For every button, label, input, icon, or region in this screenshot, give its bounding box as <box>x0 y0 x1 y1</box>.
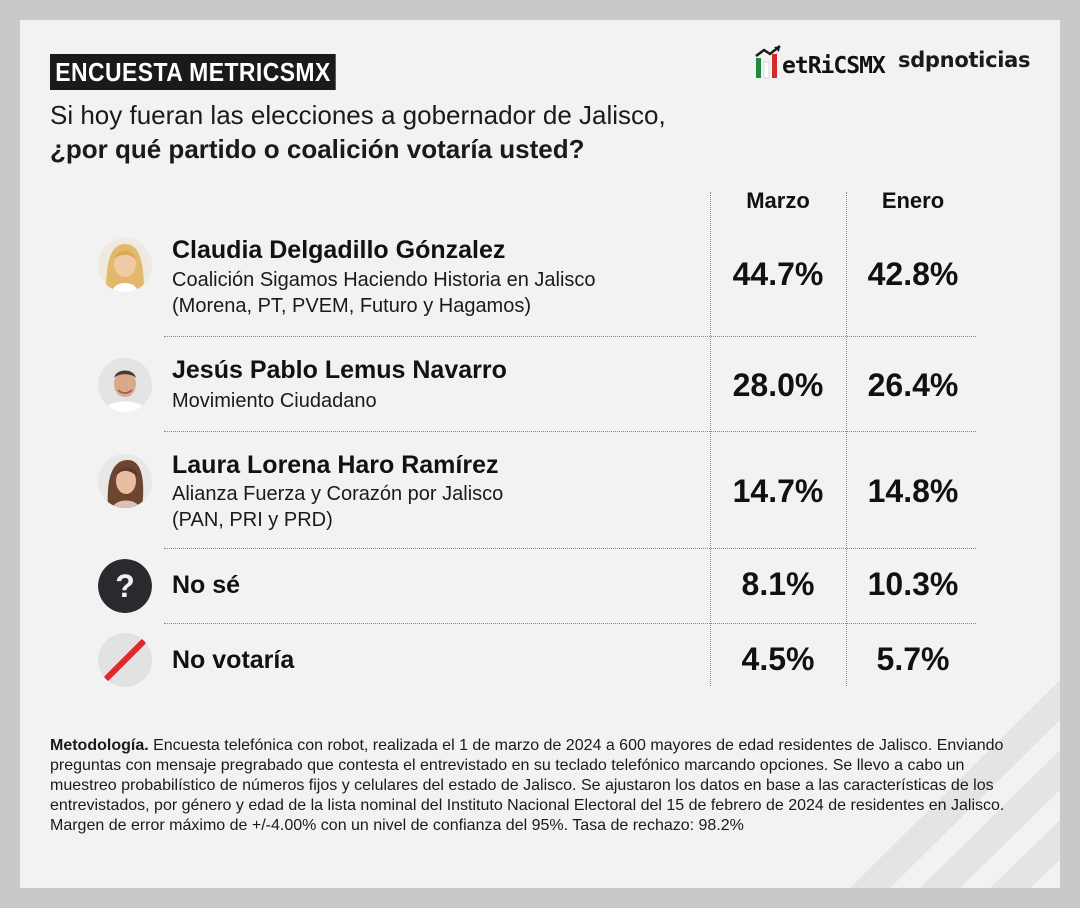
slash-icon <box>98 633 152 687</box>
candidate-parties: (PAN, PRI y PRD) <box>172 509 333 531</box>
value-marzo: 28.0% <box>732 367 824 403</box>
value-enero: 5.7% <box>876 641 950 677</box>
candidate-party: Movimiento Ciudadano <box>172 390 377 412</box>
metricsmx-logo-text: etRiCSMX <box>782 53 886 79</box>
option-name: No sé <box>172 571 241 599</box>
background-stripes <box>850 680 1060 888</box>
methodology-label: Metodología. <box>50 737 149 754</box>
column-divider <box>710 192 711 686</box>
value-marzo: 14.7% <box>732 473 824 509</box>
sdpnoticias-logo: sdpnoticias <box>898 48 1031 72</box>
column-divider <box>846 192 847 686</box>
candidate-name: Claudia Delgadillo Gónzalez <box>172 236 506 264</box>
survey-badge: ENCUESTA METRICSMX <box>50 54 336 90</box>
candidate-name: Laura Lorena Haro Ramírez <box>172 451 499 479</box>
candidate-name: Jesús Pablo Lemus Navarro <box>172 356 507 384</box>
question-icon: ? <box>98 559 152 613</box>
methodology-text: Metodología. Encuesta telefónica con rob… <box>50 736 1020 836</box>
candidate-parties: (Morena, PT, PVEM, Futuro y Hagamos) <box>172 295 532 317</box>
row-divider <box>164 623 976 624</box>
value-marzo: 8.1% <box>741 566 815 602</box>
candidate-photo-laura <box>98 454 152 508</box>
value-enero: 10.3% <box>867 566 959 602</box>
metricsmx-logo-mark <box>755 45 781 79</box>
row-divider <box>164 336 976 337</box>
metricsmx-logo: etRiCSMX <box>754 40 886 80</box>
candidate-photo-claudia <box>98 238 152 292</box>
methodology-body: Encuesta telefónica con robot, realizada… <box>50 737 1005 834</box>
row-divider <box>164 431 976 432</box>
candidate-photo-pablo <box>98 358 152 412</box>
svg-text:?: ? <box>115 568 135 604</box>
row-divider <box>164 548 976 549</box>
question-line-1: Si hoy fueran las elecciones a gobernado… <box>50 100 666 130</box>
value-enero: 42.8% <box>867 256 959 292</box>
option-name: No votaría <box>172 646 295 674</box>
value-marzo: 4.5% <box>741 641 815 677</box>
value-enero: 26.4% <box>867 367 959 403</box>
candidate-coalition: Alianza Fuerza y Corazón por Jalisco <box>172 483 504 505</box>
question-line-2: ¿por qué partido o coalición votaría ust… <box>50 134 585 164</box>
column-header-marzo: Marzo <box>746 188 810 213</box>
value-enero: 14.8% <box>867 473 959 509</box>
column-header-enero: Enero <box>881 188 945 213</box>
candidate-coalition: Coalición Sigamos Haciendo Historia en J… <box>172 269 596 291</box>
value-marzo: 44.7% <box>732 256 824 292</box>
survey-card: ENCUESTA METRICSMX etRiCSMX sdpnoticias … <box>20 20 1060 888</box>
